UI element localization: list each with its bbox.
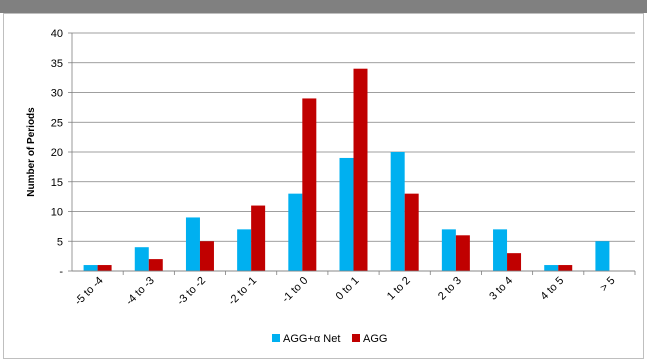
y-tick-label: 5 [57,236,63,248]
y-tick-label: 35 [51,58,63,70]
legend-label: AGG [363,333,387,345]
x-tick-label: 4 to 5 [538,275,566,303]
bars [83,68,610,271]
y-tick-label: 40 [51,28,63,40]
bar-agg [507,253,522,271]
x-tick-label: 0 to 1 [334,275,362,303]
bar-agg [251,205,266,271]
y-tick-label: 15 [51,177,63,189]
bar-agg [302,98,317,271]
bar-agg [455,235,470,271]
x-tick-label: > 5 [598,275,618,295]
axes [71,33,635,272]
bar-agg-alpha-net [441,229,456,271]
bar-agg [353,68,368,271]
bar-agg [199,241,214,271]
bar-agg-alpha-net [493,229,508,271]
y-tick-label: 25 [51,117,63,129]
legend: AGG+α Net AGG [272,333,387,345]
bar-agg-alpha-net [237,229,252,271]
bar-agg-alpha-net [288,193,303,271]
y-tick-label: 30 [51,88,63,100]
x-tick-label: -3 to -2 [175,275,208,308]
y-axis-title: Number of Periods [26,107,37,197]
bar-agg-alpha-net [134,247,149,271]
title-bar [0,0,647,13]
x-tick-label: -4 to -3 [124,275,157,308]
x-tick-label: 2 to 3 [436,275,464,303]
bar-agg-alpha-net [595,241,610,271]
chart-panel [3,13,644,359]
x-tick-label: -1 to 0 [280,275,311,306]
bar-agg [558,265,573,271]
bar-agg-alpha-net [544,265,559,271]
bar-agg-alpha-net [83,265,98,271]
bar-agg-alpha-net [390,152,405,271]
legend-swatch-agg-alpha-net [272,334,280,342]
x-axis-ticks: -5 to -4 -4 to -3 -3 to -2 -2 to -1 -1 to 0 0… [73,271,636,308]
bar-agg [404,193,419,271]
bar-agg-alpha-net [185,217,200,271]
y-axis-ticks: - 5 10 15 20 25 30 35 40 [51,28,64,278]
legend-swatch-agg [352,334,360,342]
legend-label: AGG+α Net [283,333,340,345]
y-tick-label: 10 [51,207,63,219]
bar-agg [97,265,112,271]
x-tick-label: 3 to 4 [487,275,515,303]
y-tick-label: - [59,266,63,278]
bar-agg [148,259,163,271]
x-tick-label: 1 to 2 [385,275,413,303]
y-tick-label: 20 [51,147,63,159]
x-tick-label: -5 to -4 [73,275,106,308]
bar-agg-alpha-net [339,157,354,271]
x-tick-label: -2 to -1 [226,275,259,308]
